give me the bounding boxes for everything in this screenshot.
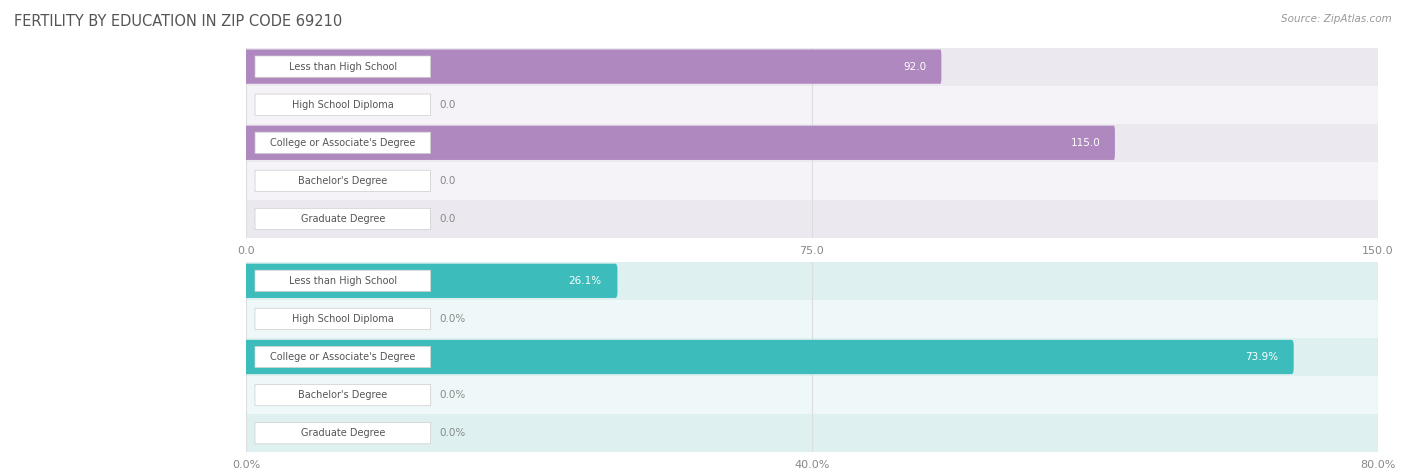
Text: Less than High School: Less than High School [288, 61, 396, 72]
FancyBboxPatch shape [254, 423, 430, 444]
Bar [246, 162, 1378, 200]
Bar [246, 376, 1378, 414]
Text: FERTILITY BY EDUCATION IN ZIP CODE 69210: FERTILITY BY EDUCATION IN ZIP CODE 69210 [14, 14, 342, 30]
Text: High School Diploma: High School Diploma [292, 99, 394, 110]
Bar [246, 414, 1378, 452]
Text: College or Associate's Degree: College or Associate's Degree [270, 352, 416, 362]
FancyBboxPatch shape [254, 385, 430, 406]
Bar [246, 200, 1378, 238]
FancyBboxPatch shape [254, 270, 430, 291]
Text: 0.0%: 0.0% [440, 390, 465, 400]
FancyBboxPatch shape [245, 126, 1115, 160]
Text: 73.9%: 73.9% [1244, 352, 1278, 362]
Text: 26.1%: 26.1% [568, 276, 602, 286]
FancyBboxPatch shape [254, 208, 430, 229]
Text: 0.0: 0.0 [440, 99, 456, 110]
FancyBboxPatch shape [254, 170, 430, 191]
Text: 0.0%: 0.0% [440, 314, 465, 324]
Text: Bachelor's Degree: Bachelor's Degree [298, 176, 388, 186]
Bar [246, 338, 1378, 376]
FancyBboxPatch shape [254, 94, 430, 115]
Text: High School Diploma: High School Diploma [292, 314, 394, 324]
FancyBboxPatch shape [254, 132, 430, 153]
Text: 92.0: 92.0 [904, 61, 927, 72]
Text: 0.0: 0.0 [440, 214, 456, 224]
Text: Source: ZipAtlas.com: Source: ZipAtlas.com [1281, 14, 1392, 24]
FancyBboxPatch shape [254, 347, 430, 367]
Text: Graduate Degree: Graduate Degree [301, 214, 385, 224]
Text: Bachelor's Degree: Bachelor's Degree [298, 390, 388, 400]
Bar [246, 300, 1378, 338]
Text: 0.0: 0.0 [440, 176, 456, 186]
Bar [246, 48, 1378, 86]
FancyBboxPatch shape [254, 308, 430, 329]
Bar [246, 124, 1378, 162]
Text: 115.0: 115.0 [1070, 138, 1101, 148]
FancyBboxPatch shape [254, 56, 430, 77]
FancyBboxPatch shape [245, 50, 942, 84]
Text: Graduate Degree: Graduate Degree [301, 428, 385, 438]
Text: College or Associate's Degree: College or Associate's Degree [270, 138, 416, 148]
FancyBboxPatch shape [243, 340, 1294, 374]
FancyBboxPatch shape [243, 264, 617, 298]
Text: Less than High School: Less than High School [288, 276, 396, 286]
Bar [246, 262, 1378, 300]
Bar [246, 86, 1378, 124]
Text: 0.0%: 0.0% [440, 428, 465, 438]
